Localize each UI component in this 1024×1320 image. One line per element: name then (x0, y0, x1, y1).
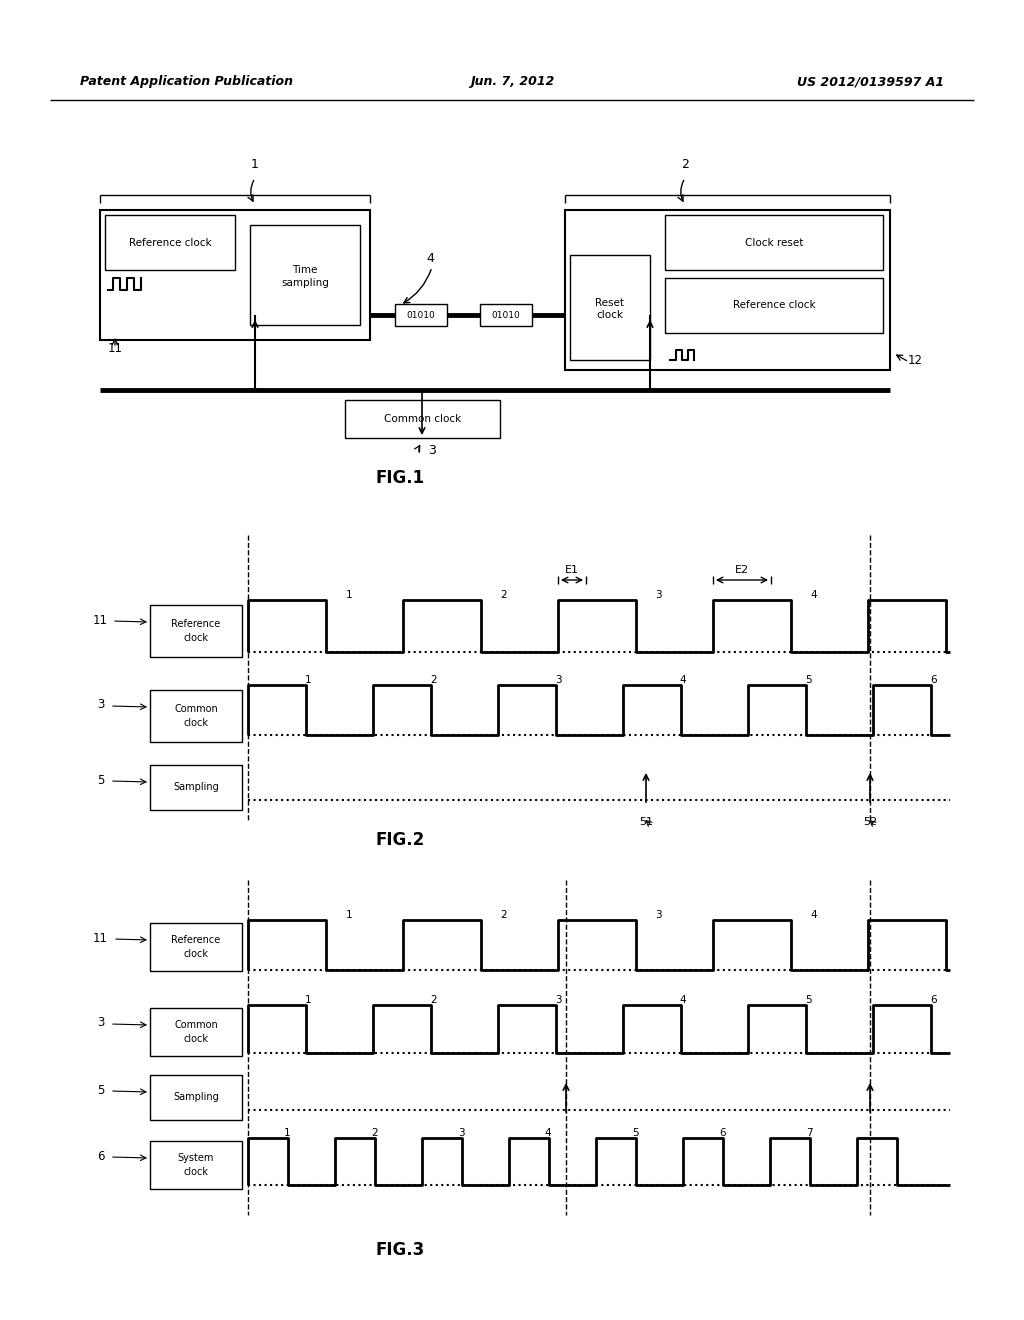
Bar (150, 1008, 242, 1056)
Text: 3: 3 (97, 1016, 105, 1030)
Text: System: System (178, 1152, 214, 1163)
Text: 2: 2 (430, 675, 436, 685)
Bar (150, 690, 242, 742)
Text: 01010: 01010 (407, 310, 435, 319)
Text: clock: clock (183, 634, 209, 643)
Text: 51: 51 (639, 817, 653, 828)
Text: 11: 11 (108, 342, 123, 355)
Text: 3: 3 (655, 909, 663, 920)
Text: 3: 3 (428, 444, 436, 457)
Text: 1: 1 (284, 1129, 291, 1138)
Text: 3: 3 (458, 1129, 465, 1138)
Text: Jun. 7, 2012: Jun. 7, 2012 (470, 75, 554, 88)
Text: 6: 6 (719, 1129, 725, 1138)
Text: 4: 4 (680, 675, 686, 685)
Text: 1: 1 (345, 909, 352, 920)
Text: clock: clock (183, 1034, 209, 1044)
Text: Reference clock: Reference clock (733, 301, 815, 310)
Text: FIG.1: FIG.1 (376, 469, 425, 487)
Text: 1: 1 (345, 590, 352, 601)
Text: 52: 52 (863, 817, 878, 828)
Text: 2: 2 (501, 590, 507, 601)
Text: 01010: 01010 (492, 310, 520, 319)
Text: 2: 2 (371, 1129, 378, 1138)
Text: 5: 5 (632, 1129, 638, 1138)
Text: Reference clock: Reference clock (129, 238, 211, 248)
Bar (150, 923, 242, 972)
Bar (105, 215, 234, 271)
Text: 2: 2 (681, 158, 689, 172)
Text: US 2012/0139597 A1: US 2012/0139597 A1 (797, 75, 944, 88)
Bar (150, 605, 242, 657)
Text: 11: 11 (93, 932, 108, 945)
Bar (480, 304, 532, 326)
Bar (565, 210, 890, 370)
Bar (345, 400, 500, 438)
Text: 3: 3 (655, 590, 663, 601)
Text: 4: 4 (810, 590, 817, 601)
Text: 5: 5 (805, 675, 812, 685)
Text: 4: 4 (680, 995, 686, 1005)
Text: 4: 4 (426, 252, 434, 264)
Text: 6: 6 (930, 675, 937, 685)
Text: 5: 5 (97, 1084, 105, 1097)
Text: E2: E2 (735, 565, 750, 576)
Text: Reference: Reference (171, 619, 220, 630)
Text: 11: 11 (93, 614, 108, 627)
Text: Sampling: Sampling (173, 1093, 219, 1102)
Bar (150, 1140, 242, 1189)
Text: 7: 7 (806, 1129, 812, 1138)
Bar (100, 210, 370, 341)
Text: 2: 2 (501, 909, 507, 920)
Text: clock: clock (183, 949, 209, 960)
Text: Reference: Reference (171, 935, 220, 945)
Bar (150, 1074, 242, 1119)
Text: Reset: Reset (596, 297, 625, 308)
Text: clock: clock (183, 1167, 209, 1177)
Text: 3: 3 (97, 698, 105, 711)
Text: 2: 2 (430, 995, 436, 1005)
Text: Patent Application Publication: Patent Application Publication (80, 75, 293, 88)
Text: 3: 3 (555, 675, 561, 685)
Text: 6: 6 (930, 995, 937, 1005)
Bar (570, 255, 650, 360)
Text: 1: 1 (251, 158, 259, 172)
Text: Common clock: Common clock (384, 414, 461, 424)
Text: FIG.3: FIG.3 (376, 1241, 425, 1259)
Text: clock: clock (597, 310, 624, 321)
Text: 1: 1 (305, 995, 311, 1005)
Text: 6: 6 (97, 1150, 105, 1163)
Text: 4: 4 (810, 909, 817, 920)
Bar (665, 279, 883, 333)
Text: sampling: sampling (281, 279, 329, 288)
Text: 5: 5 (97, 774, 105, 787)
Bar (250, 224, 360, 325)
Text: 3: 3 (555, 995, 561, 1005)
Bar (665, 215, 883, 271)
Text: Sampling: Sampling (173, 783, 219, 792)
Text: FIG.2: FIG.2 (376, 832, 425, 849)
Text: Common: Common (174, 1020, 218, 1030)
Text: 1: 1 (305, 675, 311, 685)
Text: 4: 4 (545, 1129, 552, 1138)
Text: Common: Common (174, 704, 218, 714)
Text: Time: Time (292, 265, 317, 275)
Text: Clock reset: Clock reset (744, 238, 803, 248)
Bar (150, 766, 242, 810)
Bar (395, 304, 447, 326)
Text: E1: E1 (565, 565, 579, 576)
Text: clock: clock (183, 718, 209, 729)
Text: 5: 5 (805, 995, 812, 1005)
Text: 12: 12 (908, 354, 923, 367)
